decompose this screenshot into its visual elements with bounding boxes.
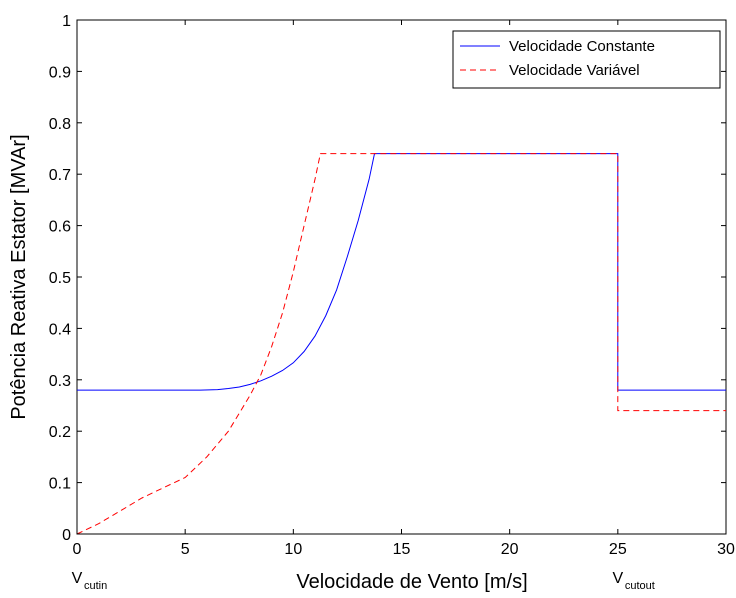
x-tick-label: 10 [284, 541, 302, 558]
series-layer [76, 153, 726, 535]
annotation-label: V [612, 570, 623, 587]
annotation-subscript: cutout [625, 580, 655, 592]
x-tick-label: 0 [73, 541, 82, 558]
y-tick-label: 0.7 [49, 167, 71, 184]
y-tick-label: 0.9 [49, 64, 71, 81]
series-line-1 [77, 153, 726, 391]
x-tick-label: 15 [393, 541, 411, 558]
x-tick-label: 5 [181, 541, 190, 558]
legend: Velocidade Constante Velocidade Variável [452, 30, 721, 89]
x-axis-title: Velocidade de Vento [m/s] [296, 571, 527, 593]
x-tick-label: 20 [501, 541, 519, 558]
annotation-subscript: cutin [84, 580, 107, 592]
plot-area [76, 19, 727, 535]
legend-label-variable: Velocidade Variável [509, 62, 640, 79]
y-tick-label: 0.8 [49, 116, 71, 133]
y-tick-label: 0.2 [49, 424, 71, 441]
y-tick-label: 0.3 [49, 373, 71, 390]
ticks-layer: 0 5 10 15 20 25 30 0 0.1 0.2 0.3 0.4 0.5 0.6 0.7 0.8 0.9… [49, 13, 735, 558]
annotation-label: V [72, 570, 83, 587]
x-tick-label: 30 [717, 541, 735, 558]
y-tick-label: 0.1 [49, 476, 71, 493]
y-tick-label: 0 [62, 527, 71, 544]
y-axis-title: Potência Reativa Estator [MVAr] [8, 134, 30, 419]
y-tick-label: 1 [62, 13, 71, 30]
y-tick-label: 0.6 [49, 219, 71, 236]
legend-box [452, 30, 721, 89]
y-tick-label: 0.5 [49, 270, 71, 287]
series-line-2 [76, 153, 726, 535]
x-tick-label: 25 [609, 541, 627, 558]
legend-label-constant: Velocidade Constante [509, 38, 655, 55]
y-tick-label: 0.4 [49, 321, 71, 338]
